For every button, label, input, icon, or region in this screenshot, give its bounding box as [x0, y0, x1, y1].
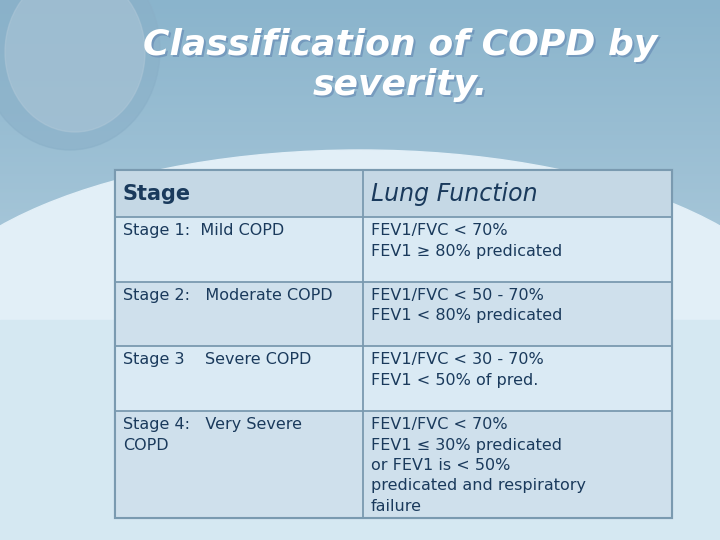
- Bar: [115, 170, 672, 518]
- Text: Lung Function: Lung Function: [371, 181, 538, 206]
- Text: Classification of COPD by
severity.: Classification of COPD by severity.: [145, 30, 660, 104]
- Ellipse shape: [5, 0, 145, 132]
- Ellipse shape: [0, 150, 720, 530]
- Bar: [115, 170, 672, 518]
- Bar: [0, 290, 720, 540]
- Bar: [115, 347, 672, 411]
- Text: Stage 3    Severe COPD: Stage 3 Severe COPD: [123, 353, 311, 368]
- Text: FEV1/FVC < 70%
FEV1 ≤ 30% predicated
or FEV1 is < 50%
predicated and respiratory: FEV1/FVC < 70% FEV1 ≤ 30% predicated or …: [371, 417, 586, 514]
- Bar: [115, 217, 672, 282]
- Ellipse shape: [0, 330, 720, 540]
- Ellipse shape: [0, 320, 720, 540]
- Bar: [0, 320, 720, 540]
- Text: Stage 1:  Mild COPD: Stage 1: Mild COPD: [123, 223, 284, 238]
- Text: Classification of COPD by
severity.: Classification of COPD by severity.: [143, 28, 657, 102]
- Bar: [115, 411, 672, 518]
- Text: Stage 4:   Very Severe
COPD: Stage 4: Very Severe COPD: [123, 417, 302, 453]
- Ellipse shape: [0, 0, 160, 150]
- Text: FEV1/FVC < 70%
FEV1 ≥ 80% predicated: FEV1/FVC < 70% FEV1 ≥ 80% predicated: [371, 223, 562, 259]
- Text: Stage: Stage: [123, 184, 191, 204]
- Text: FEV1/FVC < 30 - 70%
FEV1 < 50% of pred.: FEV1/FVC < 30 - 70% FEV1 < 50% of pred.: [371, 353, 544, 388]
- Text: FEV1/FVC < 50 - 70%
FEV1 < 80% predicated: FEV1/FVC < 50 - 70% FEV1 < 80% predicate…: [371, 288, 562, 323]
- Text: Stage 2:   Moderate COPD: Stage 2: Moderate COPD: [123, 288, 333, 303]
- Bar: [115, 282, 672, 347]
- Bar: [115, 170, 672, 217]
